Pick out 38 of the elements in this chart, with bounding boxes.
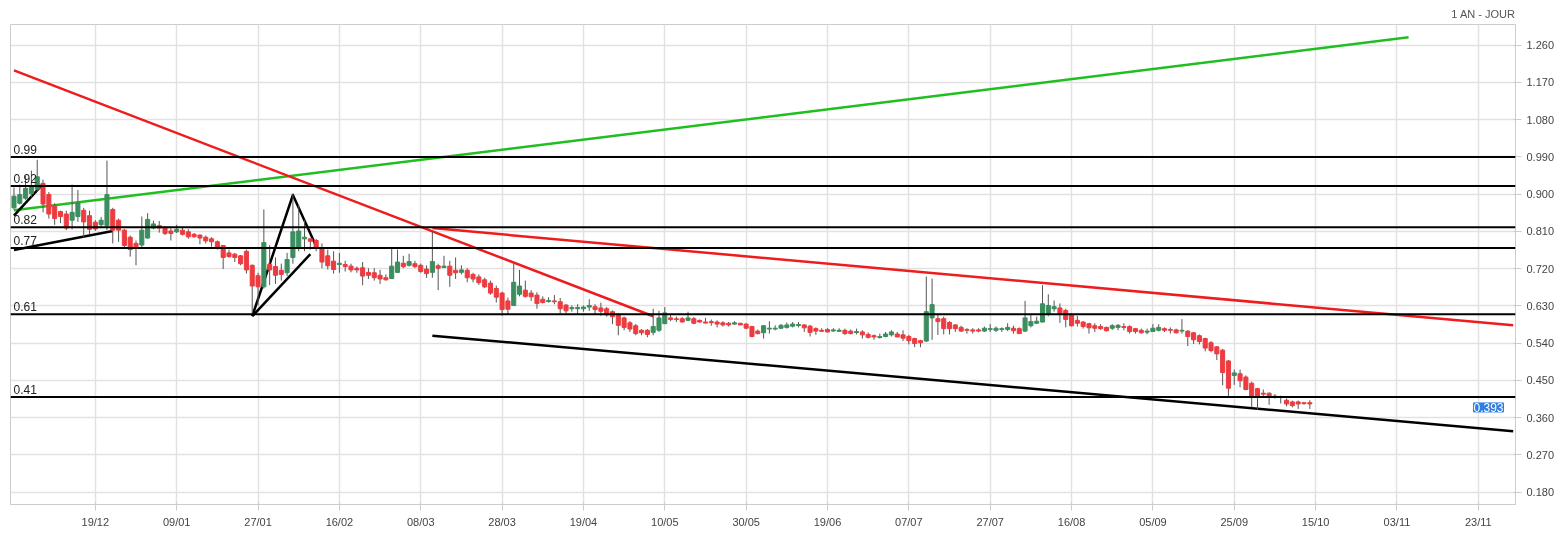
y-tick-label: 0.270: [1526, 448, 1555, 461]
y-tick-label: 0.540: [1526, 337, 1555, 350]
x-tick-label: 07/07: [895, 515, 923, 528]
x-tick-label: 16/02: [325, 515, 354, 528]
x-tick-label: 10/05: [651, 515, 679, 528]
x-tick-label: 30/05: [732, 515, 760, 528]
y-tick-label: 1.080: [1526, 113, 1555, 126]
x-tick-label: 23/11: [1464, 515, 1492, 528]
y-tick-label: 0.810: [1526, 225, 1555, 238]
ref-line-label: 0.82: [13, 213, 38, 228]
ref-line-label: 0.41: [13, 382, 38, 397]
x-tick-label: 09/01: [162, 515, 191, 528]
x-tick-label: 08/03: [406, 515, 435, 528]
x-tick-label: 05/09: [1139, 515, 1167, 528]
y-tick-label: 0.630: [1526, 299, 1555, 312]
y-tick-label: 1.260: [1526, 39, 1555, 52]
x-tick-label: 25/09: [1220, 515, 1249, 528]
y-tick-label: 0.990: [1526, 150, 1555, 163]
y-tick-label: 0.360: [1526, 411, 1555, 424]
y-tick-label: 1.170: [1526, 76, 1555, 89]
y-tick-label: 0.900: [1526, 188, 1555, 201]
x-tick-label: 19/06: [813, 515, 842, 528]
x-tick-label: 15/10: [1301, 515, 1330, 528]
x-tick-label: 03/11: [1383, 515, 1411, 528]
ref-line-label: 0.77: [13, 233, 38, 248]
x-tick-label: 19/12: [81, 515, 110, 528]
ref-line-label: 0.99: [13, 142, 38, 157]
x-tick-label: 19/04: [569, 515, 598, 528]
y-tick-label: 0.180: [1526, 486, 1555, 499]
x-tick-label: 27/01: [244, 515, 272, 528]
x-tick-label: 28/03: [488, 515, 516, 528]
annotation: 0.393: [1473, 400, 1504, 415]
chart-subtitle: 1 AN - JOUR: [1451, 7, 1515, 20]
x-tick-label: 16/08: [1057, 515, 1086, 528]
y-tick-label: 0.720: [1526, 262, 1555, 275]
ref-line-label: 0.61: [13, 300, 38, 315]
y-tick-label: 0.450: [1526, 374, 1555, 387]
x-tick-label: 27/07: [976, 515, 1004, 528]
